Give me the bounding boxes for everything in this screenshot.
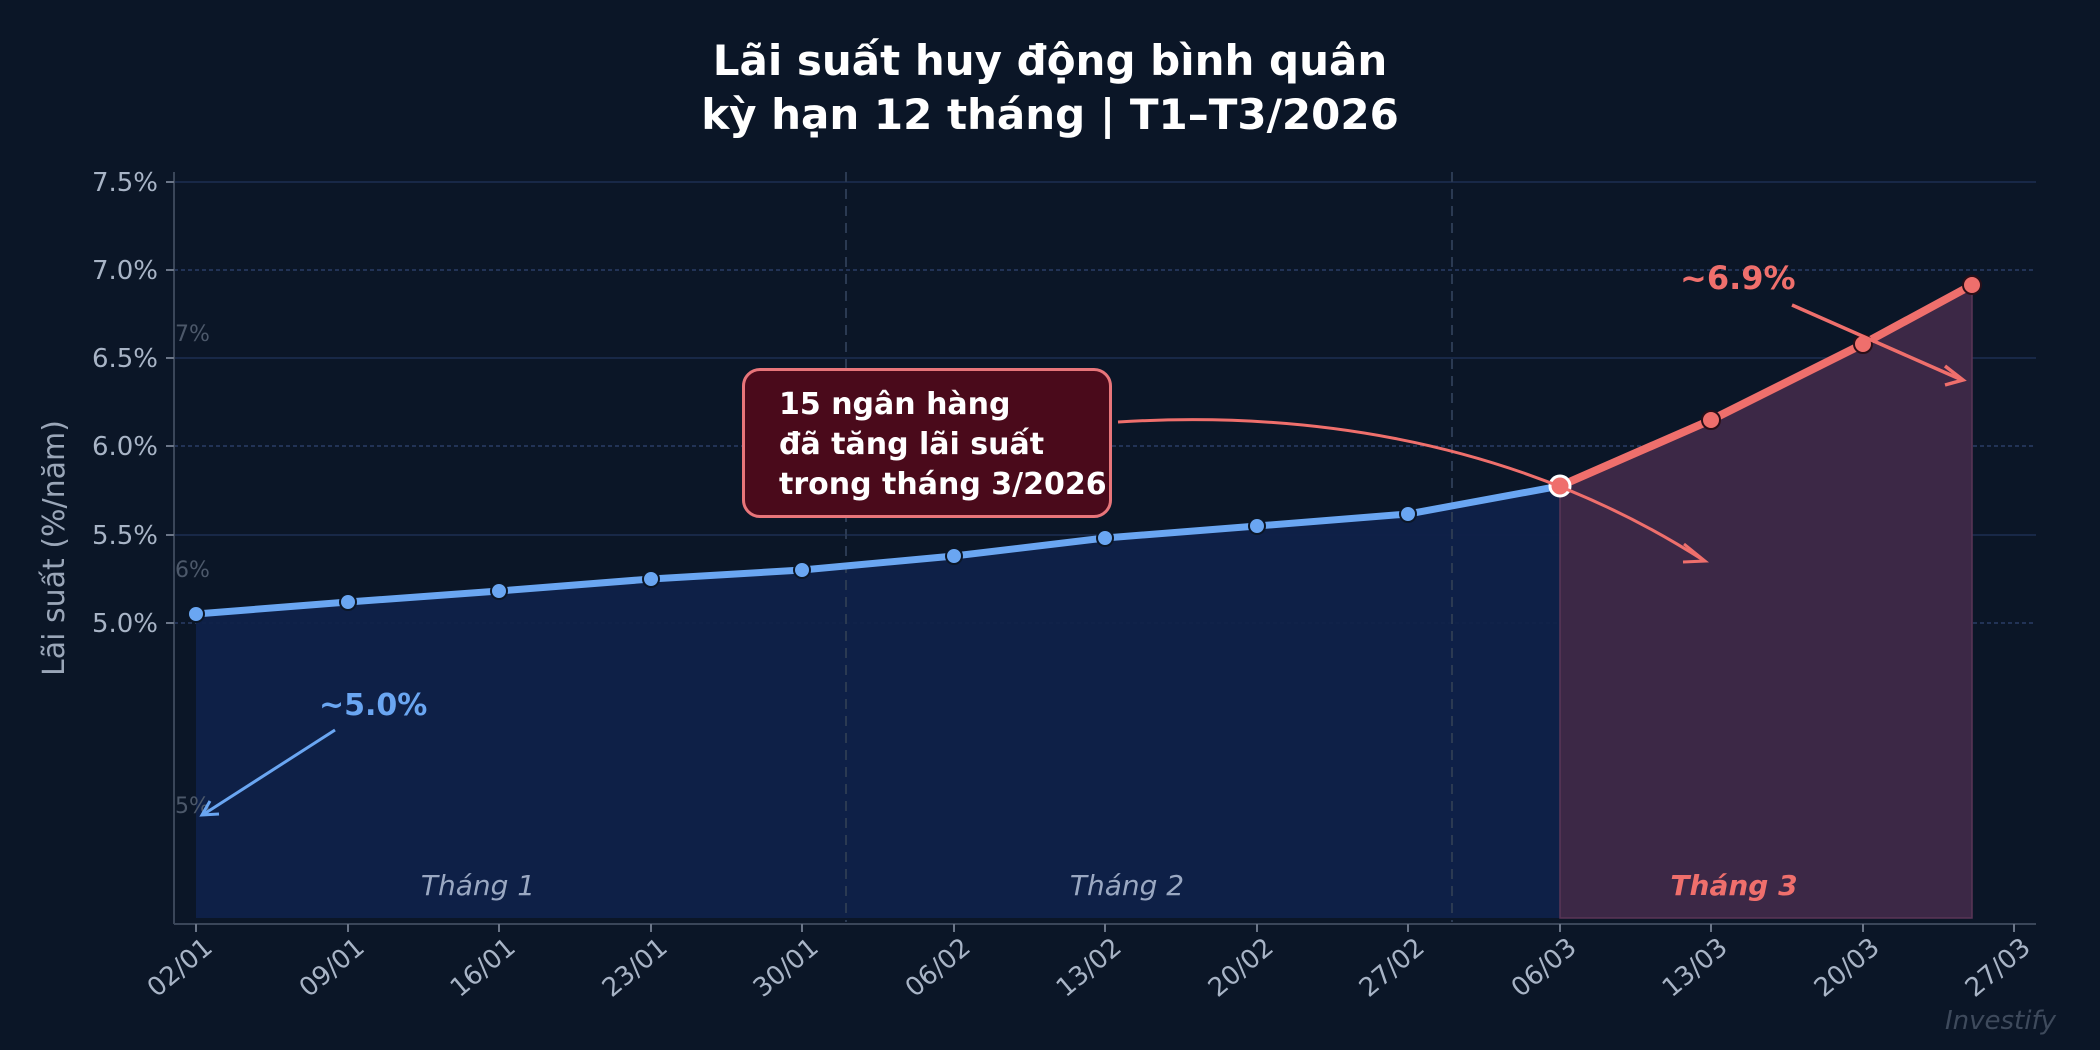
xtick-label: 20/03 — [1809, 932, 1886, 1003]
data-point[interactable] — [490, 582, 508, 600]
xtick-label: 27/03 — [1960, 932, 2037, 1003]
callout-arrow — [1117, 418, 1710, 564]
red-series-line — [1558, 281, 1974, 490]
xtick-label: 23/01 — [597, 932, 674, 1003]
xtick-label: 13/02 — [1051, 932, 1128, 1003]
data-point[interactable] — [339, 593, 357, 611]
data-point[interactable] — [945, 547, 963, 565]
xtick-label: 13/03 — [1657, 932, 1734, 1003]
xtick-label: 06/03 — [1506, 932, 1583, 1003]
data-point[interactable] — [1701, 410, 1721, 430]
blue-area-fill — [196, 486, 1560, 918]
callout-line: 15 ngân hàng — [779, 387, 1011, 422]
callout-line: đã tăng lãi suất — [779, 427, 1045, 462]
start-annotation-arrow — [199, 728, 336, 817]
xtick-label: 06/02 — [900, 932, 977, 1003]
ytick-label: 5.0% — [92, 609, 158, 639]
y-ticks — [166, 181, 174, 624]
data-point[interactable] — [1248, 517, 1266, 535]
x-ticks — [195, 924, 2015, 932]
callout-box: 15 ngân hàng đã tăng lãi suất trong thán… — [742, 368, 1112, 518]
data-point[interactable] — [1399, 505, 1417, 523]
ytick-label: 7.0% — [92, 256, 158, 286]
xtick-label: 30/01 — [748, 932, 825, 1003]
chart-title-line2: kỳ hạn 12 tháng | T1–T3/2026 — [701, 90, 1399, 139]
ytick-label: 7.5% — [92, 168, 158, 198]
ref-label-7: 7% — [175, 322, 210, 347]
callout-line: trong tháng 3/2026 — [779, 467, 1107, 502]
watermark: Investify — [1945, 1006, 2057, 1036]
red-area-fill — [1559, 283, 1973, 919]
end-annotation-arrow — [1791, 303, 1967, 387]
data-point[interactable] — [793, 561, 811, 579]
xtick-label: 09/01 — [294, 932, 371, 1003]
month-label-2: Tháng 2 — [1070, 869, 1184, 902]
ytick-label: 5.5% — [92, 521, 158, 551]
y-axis-label: Lãi suất (%/năm) — [37, 420, 72, 676]
ytick-label: 6.0% — [92, 432, 158, 462]
data-point[interactable] — [642, 570, 660, 588]
xtick-label: 16/01 — [445, 932, 522, 1003]
month-label-3: Tháng 3 — [1670, 869, 1797, 902]
start-value-annotation: ~5.0% — [319, 688, 427, 723]
xtick-label: 20/02 — [1203, 932, 1280, 1003]
ref-label-6: 6% — [175, 558, 210, 583]
month-label-1: Tháng 1 — [421, 869, 535, 902]
month-separators — [845, 172, 1453, 922]
chart-title-line1: Lãi suất huy động bình quân — [712, 36, 1388, 85]
end-value-annotation: ~6.9% — [1680, 259, 1796, 297]
blue-series-line — [195, 482, 1561, 618]
blue-data-points — [187, 505, 1417, 623]
data-point[interactable] — [1962, 275, 1982, 295]
xtick-label: 02/01 — [142, 932, 219, 1003]
x-tick-labels: 02/01 09/01 16/01 23/01 30/01 06/02 13/0… — [142, 932, 2037, 1003]
data-point[interactable] — [1096, 529, 1114, 547]
xtick-label: 27/02 — [1354, 932, 1431, 1003]
ytick-label: 6.5% — [92, 344, 158, 374]
data-point[interactable] — [187, 605, 205, 623]
